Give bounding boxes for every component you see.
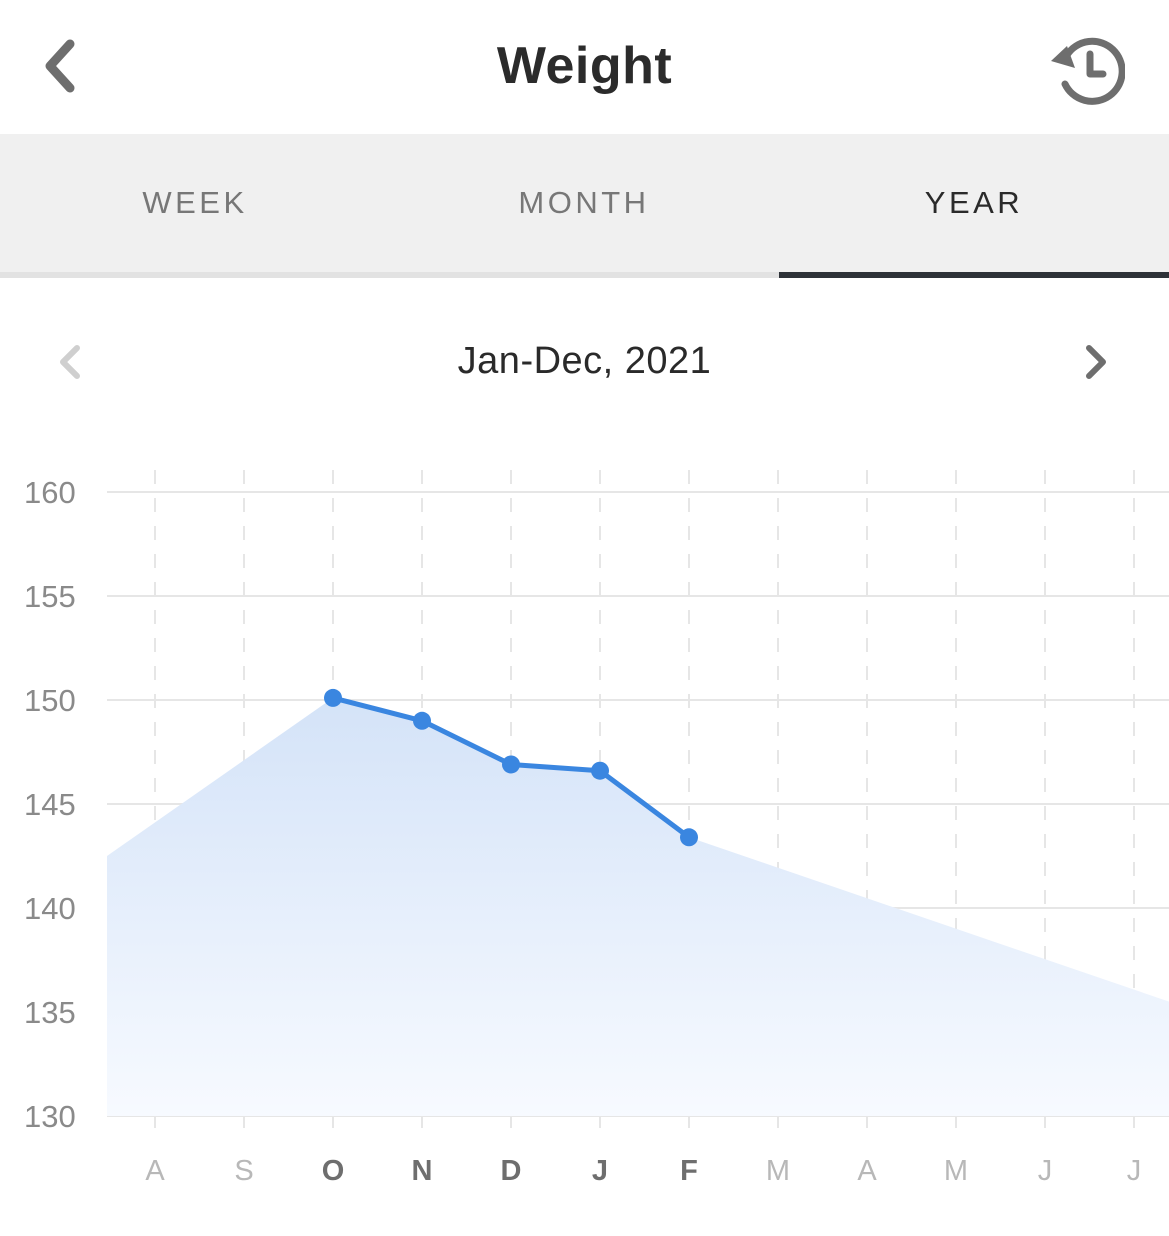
y-tick-label: 150: [24, 683, 76, 718]
active-tab-indicator: [779, 272, 1169, 278]
x-tick-label: N: [412, 1155, 433, 1187]
x-tick-label: O: [322, 1155, 345, 1187]
x-tick-label: S: [234, 1155, 253, 1187]
x-tick-label: A: [857, 1155, 877, 1187]
weight-chart: 160 155 150 145 140 135 130 J A S O N D J F M A M J J: [24, 470, 1169, 1187]
y-tick-label: 140: [24, 891, 76, 926]
back-button[interactable]: [28, 30, 92, 102]
x-tick-label: M: [766, 1155, 790, 1187]
y-tick-label: 135: [24, 995, 76, 1030]
data-point: [680, 828, 698, 847]
app-header: Weight: [0, 0, 1169, 134]
range-tab-bar: WEEK MONTH YEAR: [0, 134, 1169, 278]
x-tick-label: J: [592, 1155, 608, 1187]
y-tick-label: 160: [24, 475, 76, 510]
tab-month[interactable]: MONTH: [518, 185, 650, 220]
x-tick-label: J: [1127, 1155, 1142, 1187]
page-title: Weight: [496, 37, 673, 95]
weight-area-fill: [107, 697, 1169, 1116]
x-tick-label: F: [680, 1155, 698, 1187]
x-tick-label: M: [944, 1155, 968, 1187]
chevron-left-icon: [60, 345, 80, 379]
x-tick-label: D: [501, 1155, 522, 1187]
next-period-button[interactable]: [1066, 332, 1126, 392]
data-point: [591, 761, 609, 780]
chevron-right-icon: [1086, 345, 1106, 379]
period-label: Jan-Dec, 2021: [457, 340, 712, 382]
data-point: [413, 711, 431, 730]
tab-year[interactable]: YEAR: [924, 185, 1024, 220]
x-tick-label: J: [1038, 1155, 1053, 1187]
y-tick-label: 145: [24, 787, 76, 822]
x-tick-label: J: [59, 1155, 74, 1187]
tab-week[interactable]: WEEK: [142, 185, 248, 220]
data-point: [324, 688, 342, 707]
y-tick-label: 155: [24, 579, 76, 614]
x-tick-label: A: [145, 1155, 165, 1187]
previous-period-button[interactable]: [40, 332, 100, 392]
history-button[interactable]: [1040, 28, 1130, 112]
y-tick-label: 130: [24, 1099, 76, 1134]
tab-divider: [0, 272, 1169, 278]
data-point: [502, 755, 520, 774]
chevron-left-icon: [45, 39, 75, 93]
history-icon: [1051, 37, 1125, 105]
